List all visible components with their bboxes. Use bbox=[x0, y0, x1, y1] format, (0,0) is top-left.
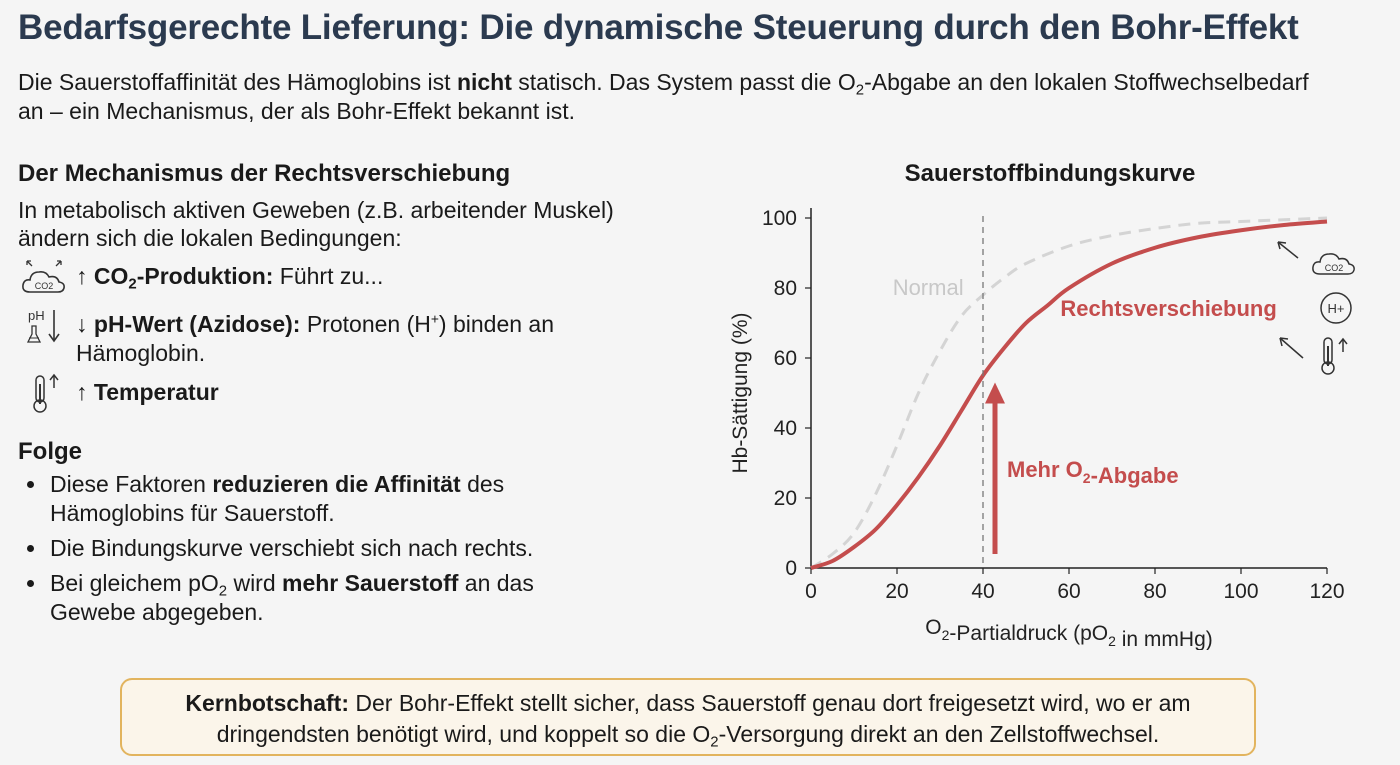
y-tick-label: 20 bbox=[774, 487, 797, 510]
y-tick-label: 0 bbox=[785, 557, 797, 580]
series-right-shift-line bbox=[810, 219, 1328, 570]
x-tick-label: 100 bbox=[1223, 580, 1258, 603]
list-item: Diese Faktoren reduzieren die Affinität … bbox=[48, 470, 570, 528]
factor-co2-text: ↑ CO2-Produktion: Führt zu... bbox=[76, 263, 384, 293]
factor-temp-text: ↑ Temperatur bbox=[76, 379, 219, 405]
left-column: Der Mechanismus der Rechtsverschiebung I… bbox=[18, 160, 718, 633]
factor-ph-text: ↓ pH-Wert (Azidose): Protonen (H+) binde… bbox=[76, 311, 555, 366]
intro-text: Die Sauerstoffaffinität des Hämoglobins … bbox=[18, 69, 1309, 124]
y-tick-label: 100 bbox=[762, 207, 797, 230]
svg-text:CO2: CO2 bbox=[1325, 263, 1344, 273]
consequence-list: Diese Faktoren reduzieren die Affinität … bbox=[18, 470, 718, 627]
x-tick-label: 40 bbox=[971, 580, 994, 603]
co2-cloud-icon: CO2 bbox=[1312, 253, 1355, 275]
page-title: Bedarfsgerechte Lieferung: Die dynamisch… bbox=[18, 8, 1299, 47]
h-plus-icon: H+ bbox=[1320, 292, 1352, 324]
x-axis-label: O2-Partialdruck (pO2 in mmHg) bbox=[925, 616, 1213, 650]
thermometer-icon bbox=[33, 373, 59, 413]
svg-text:CO2: CO2 bbox=[35, 281, 54, 291]
key-message-box: Kernbotschaft: Der Bohr-Effekt stellt si… bbox=[120, 678, 1256, 756]
svg-text:H+: H+ bbox=[1328, 301, 1345, 316]
svg-text:pH: pH bbox=[28, 308, 45, 323]
x-tick-label: 80 bbox=[1143, 580, 1166, 603]
chart-title: Sauerstoffbindungskurve bbox=[904, 160, 1196, 187]
ph-flask-icon: pH bbox=[26, 308, 60, 343]
series-normal-line bbox=[810, 216, 1328, 570]
factor-ph: pH ↓ pH-Wert (Azidose): Protonen (H+) bi… bbox=[18, 304, 718, 368]
series-label-normal: Normal bbox=[893, 275, 964, 300]
y-axis-label: Hb-Sättigung (%) bbox=[729, 312, 752, 473]
arrow-icon bbox=[1279, 337, 1304, 359]
consequence-heading: Folge bbox=[18, 438, 82, 465]
arrow-icon bbox=[1277, 241, 1299, 259]
mechanism-text: In metabolisch aktiven Geweben (z.B. arb… bbox=[18, 197, 614, 251]
x-tick-label: 120 bbox=[1309, 580, 1344, 603]
release-arrow-head bbox=[985, 382, 1005, 404]
oxygen-binding-chart: 0 20 40 60 80 100 120 0 20 40 60 80 100 O2-Partialdru… bbox=[729, 207, 1355, 650]
mechanism-heading: Der Mechanismus der Rechtsverschiebung bbox=[18, 160, 511, 187]
co2-cloud-icon: CO2 bbox=[22, 260, 65, 293]
list-item: Bei gleichem pO2 wird mehr Sauerstoff an… bbox=[48, 569, 590, 627]
list-item: Die Bindungskurve verschiebt sich nach r… bbox=[48, 534, 718, 563]
y-tick-label: 40 bbox=[774, 417, 797, 440]
x-tick-label: 60 bbox=[1057, 580, 1080, 603]
x-tick-label: 0 bbox=[805, 580, 817, 603]
factor-temp: ↑ Temperatur bbox=[18, 372, 718, 416]
x-tick-label: 20 bbox=[885, 580, 908, 603]
y-tick-label: 80 bbox=[774, 277, 797, 300]
y-tick-label: 60 bbox=[774, 347, 797, 370]
factor-co2: CO2 ↑ CO2-Produktion: Führt zu... bbox=[18, 256, 718, 300]
series-label-right-shift: Rechtsverschiebung bbox=[1060, 296, 1276, 321]
thermometer-icon bbox=[1321, 337, 1348, 375]
release-annotation: Mehr O2-Abgabe bbox=[1007, 457, 1179, 488]
